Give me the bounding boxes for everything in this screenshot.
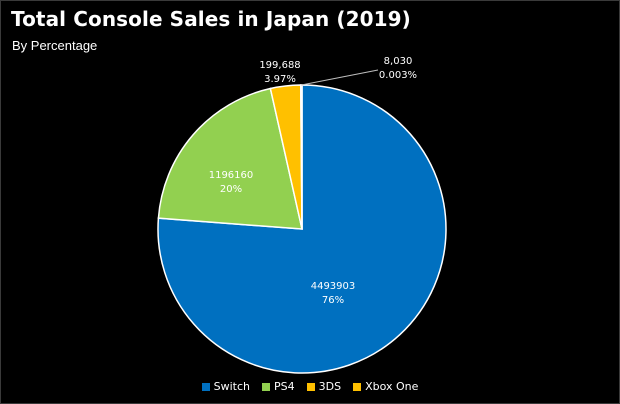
legend-swatch-xbox-one [353, 382, 362, 391]
legend-label-switch: Switch [213, 380, 250, 393]
legend-item-xbox-one: Xbox One [353, 380, 418, 393]
legend-item-switch: Switch [201, 380, 250, 393]
value-label-xbox-one: 8,030 [384, 56, 413, 67]
value-label-ps4: 1196160 [209, 170, 254, 181]
legend-swatch-switch [201, 382, 210, 391]
value-label-switch: 4493903 [311, 281, 356, 292]
slice-switch [157, 84, 447, 374]
legend-label-ps4: PS4 [273, 380, 295, 393]
legend-swatch-ps4 [261, 382, 270, 391]
percent-label-3ds: 3.97% [264, 74, 296, 85]
legend-label-3ds: 3DS [318, 380, 342, 393]
legend-label-xbox-one: Xbox One [365, 380, 419, 393]
legend-swatch-3ds [306, 382, 315, 391]
slice-ps4 [157, 87, 303, 230]
chart-title: Total Console Sales in Japan (2019) [11, 7, 411, 31]
percent-label-ps4: 20% [220, 184, 242, 195]
percent-label-switch: 76% [322, 295, 344, 306]
legend-item-ps4: PS4 [261, 380, 295, 393]
legend-item-3ds: 3DS [306, 380, 342, 393]
chart-legend: Switch PS4 3DS Xbox One [0, 380, 620, 393]
value-label-3ds: 199,688 [259, 60, 300, 71]
chart-subtitle: By Percentage [12, 38, 98, 53]
leader-line-xbox-one [301, 69, 379, 86]
percent-label-xbox-one: 0.003% [379, 70, 417, 81]
